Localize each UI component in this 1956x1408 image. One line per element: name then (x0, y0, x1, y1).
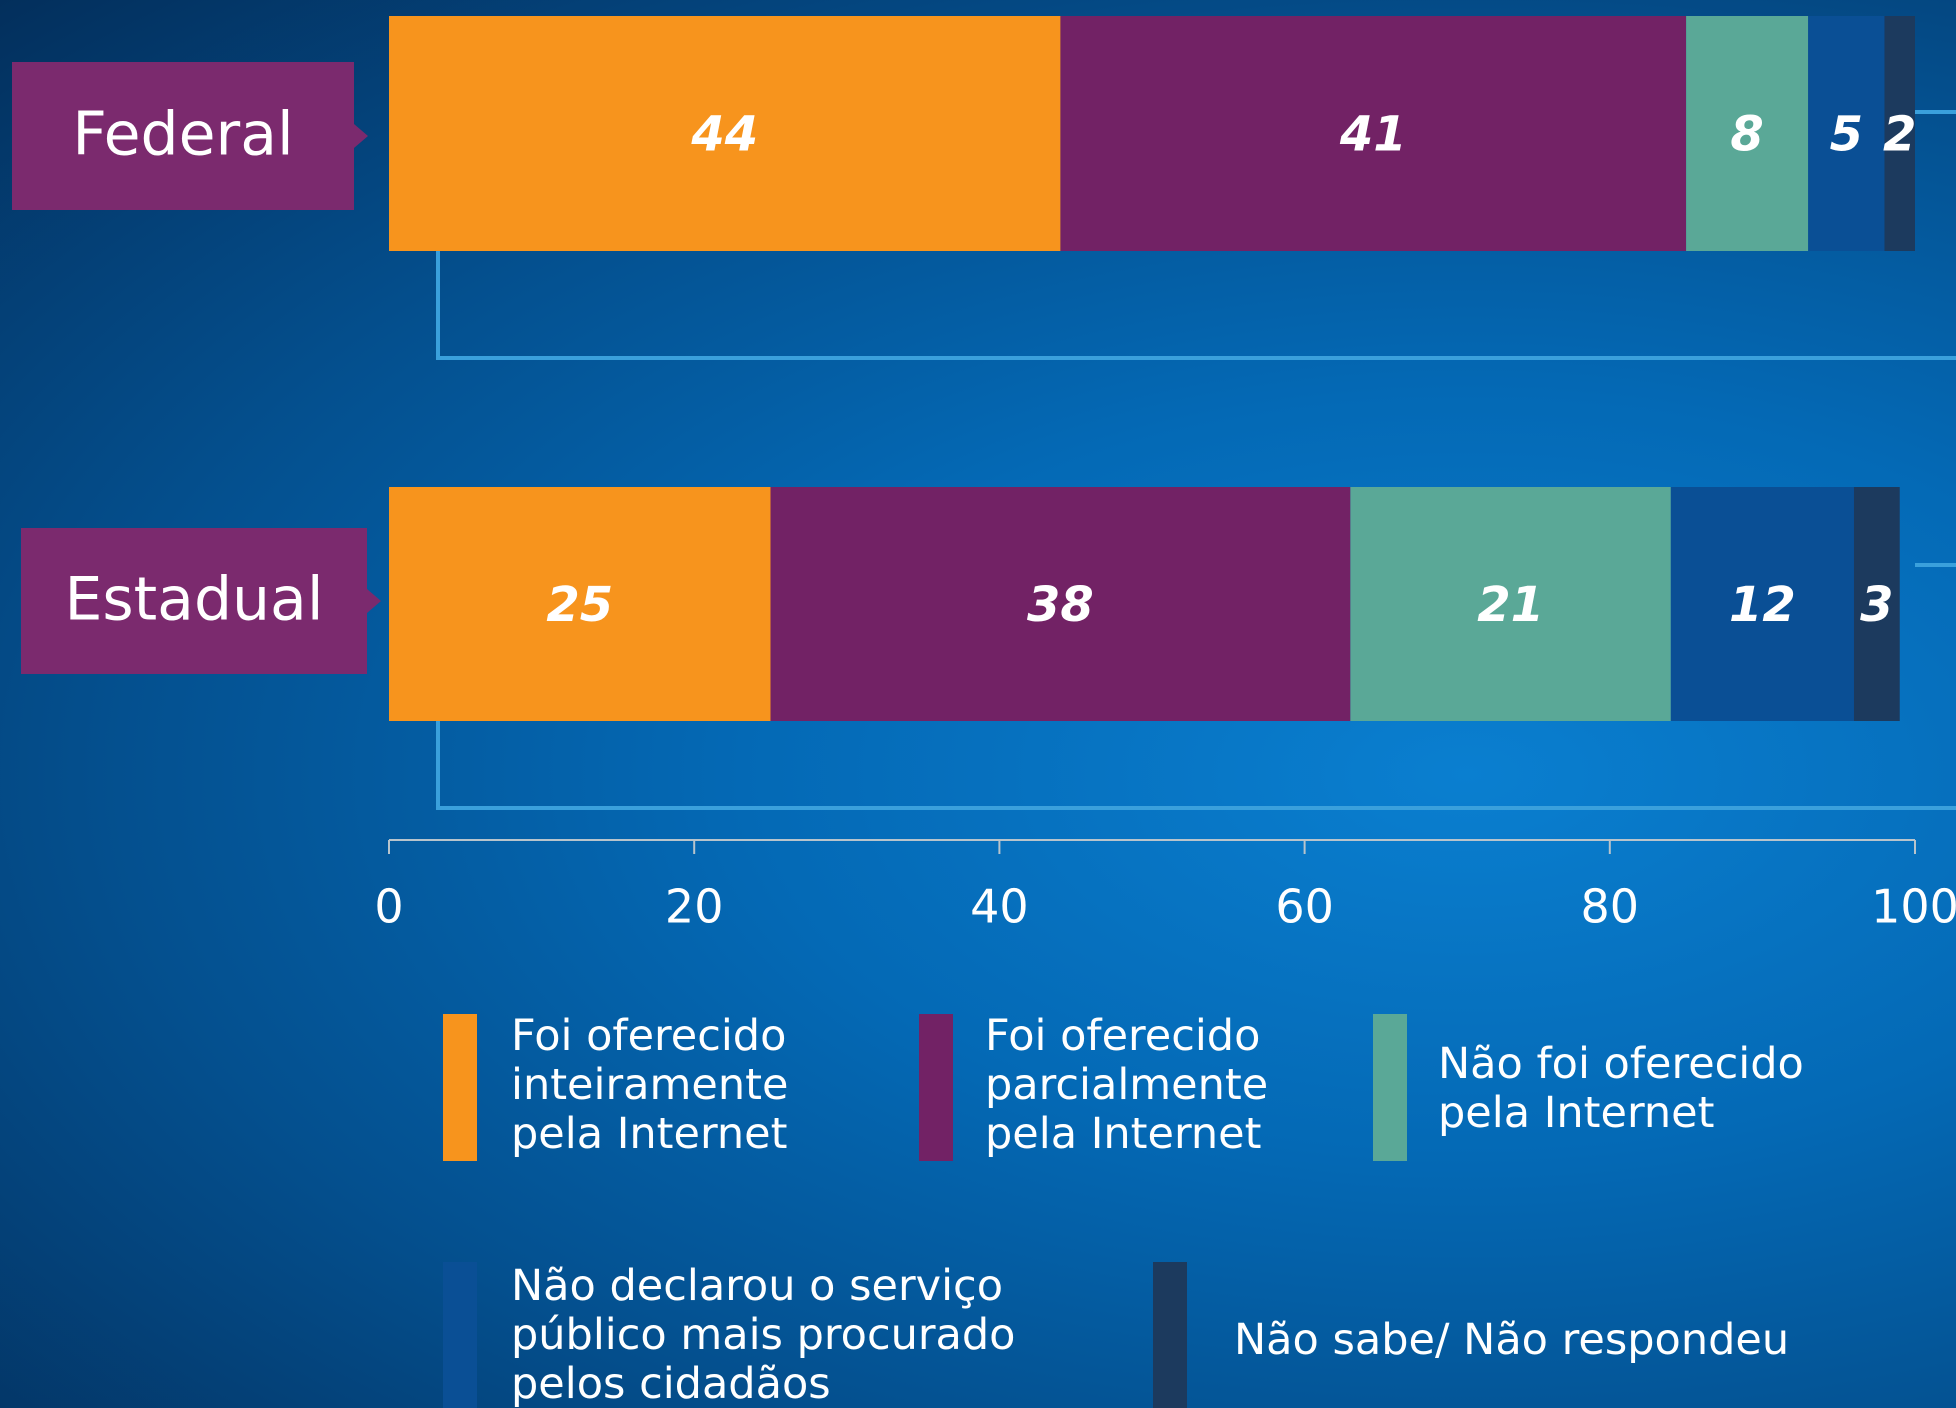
legend-swatch (443, 1262, 477, 1408)
legend-swatch (919, 1014, 953, 1161)
value-label: 21 (1477, 577, 1544, 633)
value-label: 2 (1883, 107, 1916, 163)
value-label: 38 (1027, 577, 1094, 633)
legend-swatch (1373, 1014, 1407, 1161)
legend-label: Foi oferecido inteiramente pela Internet (511, 1012, 871, 1159)
category-label: Federal (72, 100, 293, 170)
x-tick-label: 20 (665, 880, 724, 934)
x-tick-label: 40 (970, 880, 1029, 934)
legend-swatch (443, 1014, 477, 1161)
bracket (438, 721, 1956, 808)
legend-swatch (1153, 1262, 1187, 1408)
value-label: 44 (690, 107, 758, 163)
legend-label: Não declarou o serviço público mais proc… (511, 1262, 1071, 1408)
legend-label: Foi oferecido parcialmente pela Internet (985, 1012, 1345, 1159)
x-tick-label: 80 (1581, 880, 1640, 934)
category-label: Estadual (64, 565, 323, 635)
value-label: 41 (1339, 107, 1407, 163)
bracket (438, 251, 1956, 358)
x-tick-label: 0 (374, 880, 403, 934)
x-tick-label: 100 (1871, 880, 1956, 934)
legend-label: Não foi oferecido pela Internet (1438, 1040, 1858, 1138)
value-label: 8 (1730, 107, 1763, 163)
value-label: 25 (546, 577, 613, 633)
value-label: 3 (1860, 577, 1893, 633)
legend-label: Não sabe/ Não respondeu (1234, 1316, 1854, 1365)
screen: Federal 44 41 8 52 Estadual 25 38 21 12 3 0 20 40 60 80… (0, 0, 1956, 1408)
chart: Federal 44 41 8 52 Estadual 25 38 21 12 3 0 20 40 60 80… (0, 0, 1956, 1408)
value-label: 5 (1830, 107, 1863, 163)
value-label: 12 (1729, 577, 1796, 633)
x-tick-label: 60 (1275, 880, 1334, 934)
